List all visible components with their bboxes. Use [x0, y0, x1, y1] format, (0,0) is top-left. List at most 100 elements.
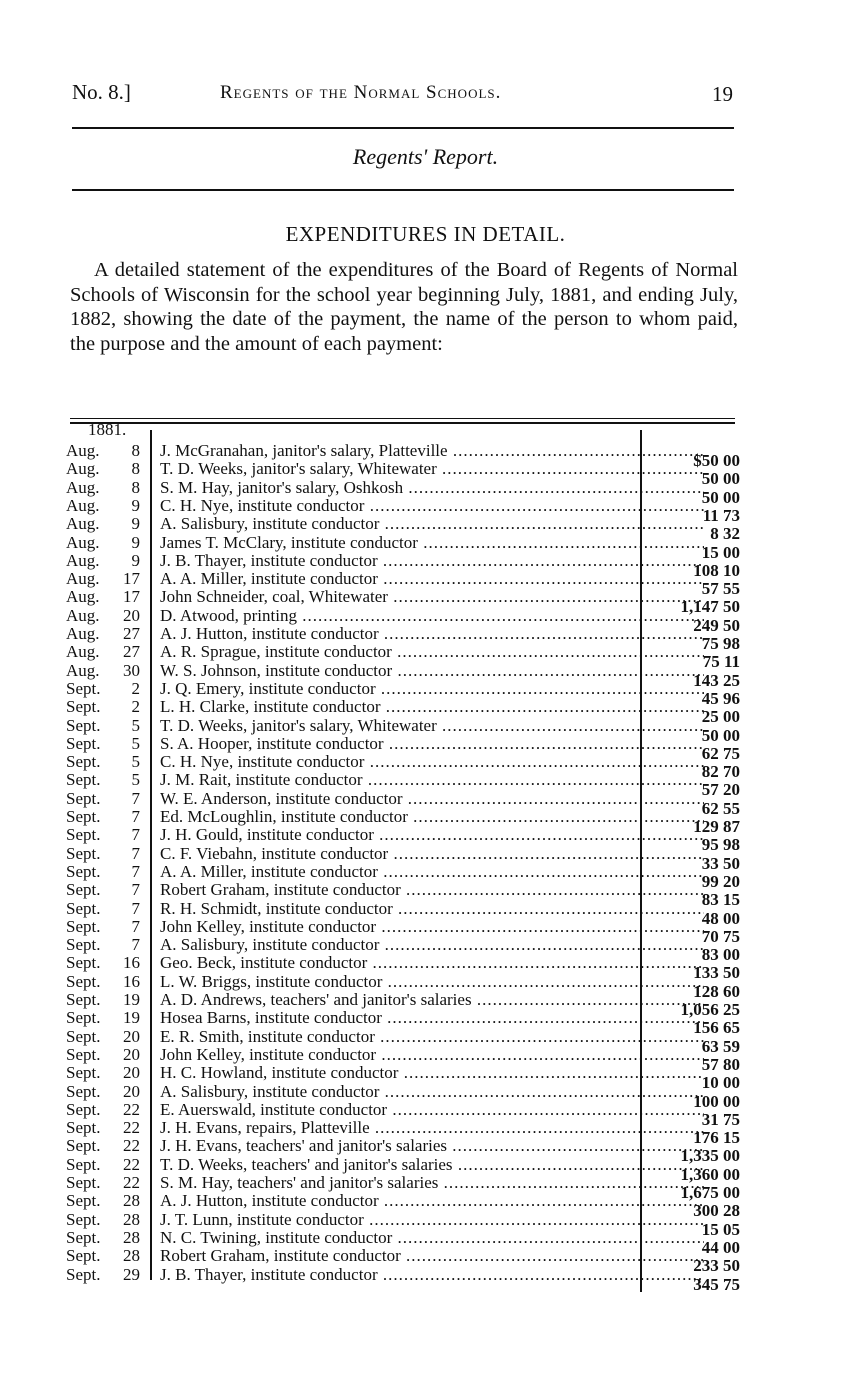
date-day: 9	[131, 550, 141, 570]
payment-amount: 82 70	[701, 762, 740, 782]
date-day: 28	[123, 1227, 140, 1247]
payment-amount: 100 00	[693, 1091, 740, 1111]
date-month: Sept.	[66, 843, 101, 863]
date-day: 16	[123, 953, 140, 973]
payment-description: A. Salisbury, institute conductor	[160, 1083, 704, 1101]
date-day: 28	[123, 1209, 140, 1229]
date-day: 7	[131, 861, 141, 881]
page-heading: EXPENDITURES IN DETAIL.	[285, 222, 566, 246]
date-day: 9	[131, 532, 141, 552]
date-day: 7	[131, 916, 141, 936]
payment-description: C. H. Nye, institute conductor	[160, 753, 704, 771]
payment-amount: $50 00	[693, 451, 740, 470]
payment-description: A. R. Sprague, institute conductor	[160, 643, 704, 661]
table-row: Sept. 22 E. Auerswald, institute conductor…	[66, 1100, 740, 1128]
date-day: 22	[123, 1173, 140, 1192]
payment-amount: 50 00	[701, 469, 740, 489]
payment-amount: 143 25	[693, 670, 740, 690]
date-day: 7	[131, 880, 141, 900]
payment-description: W. E. Anderson, institute conductor	[160, 790, 704, 808]
column-divider	[150, 430, 152, 1280]
date-month: Sept.	[66, 1246, 101, 1266]
payment-amount: 156 65	[693, 1018, 740, 1038]
payment-description: A. A. Miller, institute conductor	[160, 863, 704, 881]
payment-description: J. Q. Emery, institute conductor	[160, 680, 704, 698]
date-day: 22	[123, 1136, 140, 1156]
date-day: 9	[131, 495, 141, 515]
table-top-rule	[70, 422, 735, 424]
date-day: 30	[123, 660, 140, 680]
payment-amount: 95 98	[701, 835, 740, 855]
date-day: 17	[123, 569, 140, 589]
table-row: Sept. 7 Ed. McLoughlin, institute conducto…	[66, 807, 740, 836]
table-row: Sept. 7 C. F. Viebahn, institute conductor…	[66, 843, 740, 872]
payment-amount: 50 00	[701, 487, 740, 507]
date-month: Sept.	[66, 898, 101, 918]
table-row: Sept. 28 N. C. Twining, institute conducto…	[66, 1227, 740, 1256]
date-month: Aug.	[66, 459, 100, 479]
payment-amount: 249 50	[693, 615, 740, 635]
date-month: Aug.	[66, 624, 100, 643]
table-row: Sept. 22 J. H. Evans, repairs, Platteville…	[66, 1118, 740, 1147]
payment-amount: 63 59	[701, 1036, 740, 1056]
date-day: 5	[131, 752, 141, 772]
table-row: Sept. 5 C. H. Nye, institute conductor82 7…	[66, 752, 740, 781]
payment-description: S. A. Hooper, institute conductor	[160, 735, 704, 753]
table-row: Sept. 7 A. A. Miller, institute conductor9…	[66, 861, 740, 890]
page-number: 19	[712, 82, 733, 106]
payment-amount: 176 15	[693, 1128, 740, 1148]
date-month: Sept.	[66, 1154, 101, 1174]
payment-amount: 345 75	[693, 1274, 740, 1294]
payment-amount: 99 20	[701, 871, 740, 891]
date-month: Sept.	[66, 1264, 101, 1284]
date-month: Sept.	[66, 1209, 101, 1229]
payment-description: John Kelley, institute conductor	[160, 1046, 704, 1064]
table-row: Sept. 7 W. E. Anderson, institute conducto…	[66, 788, 740, 817]
date-day: 16	[123, 971, 140, 991]
date-day: 19	[123, 1008, 140, 1028]
payment-amount: 15 05	[701, 1219, 740, 1239]
payment-description: J. H. Evans, teachers' and janitor's sal…	[160, 1137, 704, 1155]
date-month: Sept.	[66, 861, 101, 881]
date-month: Aug.	[66, 642, 100, 662]
table-row: Sept. 20 A. Salisbury, institute conductor…	[66, 1081, 740, 1110]
date-month: Sept.	[66, 678, 101, 698]
payment-description: N. C. Twining, institute conductor	[160, 1229, 704, 1247]
payment-description: L. H. Clarke, institute conductor	[160, 698, 704, 716]
payment-description: J. M. Rait, institute conductor	[160, 771, 704, 789]
date-month: Aug.	[66, 477, 100, 497]
section-subtitle: Regents' Report.	[352, 144, 499, 169]
payment-amount: 44 00	[701, 1237, 740, 1257]
date-day: 22	[123, 1118, 140, 1138]
date-day: 27	[123, 642, 140, 662]
payment-description: A. Salisbury, institute conductor	[160, 515, 704, 533]
table-row: Sept. 29 J. B. Thayer, institute conductor…	[66, 1264, 740, 1293]
date-day: 8	[131, 441, 141, 460]
payment-amount: 57 55	[701, 579, 740, 599]
date-day: 5	[131, 715, 141, 735]
table-row: Sept. 22 J. H. Evans, teachers' and janito…	[66, 1136, 740, 1165]
date-month: Aug.	[66, 514, 100, 534]
date-day: 8	[131, 459, 141, 479]
table-row: Aug. 8 T. D. Weeks, janitor's salary, Whit…	[66, 459, 740, 488]
date-month: Sept.	[66, 1008, 101, 1028]
payment-amount: 8 32	[710, 524, 740, 544]
payment-description: J. B. Thayer, institute conductor	[160, 1266, 704, 1284]
payment-amount: 15 00	[701, 542, 740, 562]
payment-description: Geo. Beck, institute conductor	[160, 954, 704, 972]
table-row: Sept. 5 T. D. Weeks, janitor's salary, Whi…	[66, 715, 740, 744]
payment-amount: 10 00	[701, 1073, 740, 1093]
payment-amount: 11 73	[702, 505, 740, 525]
date-month: Sept.	[66, 807, 101, 826]
payment-description: John Schneider, coal, Whitewater	[160, 588, 704, 606]
date-day: 20	[123, 1081, 140, 1101]
table-row: Sept. 19 Hosea Barns, institute conductor1…	[66, 1008, 740, 1037]
payment-description: W. S. Johnson, institute conductor	[160, 662, 704, 680]
date-day: 2	[131, 678, 141, 698]
date-month: Sept.	[66, 788, 101, 808]
table-row: Sept. 20 John Kelley, institute conductor5…	[66, 1045, 740, 1073]
date-day: 9	[131, 514, 141, 534]
table-row: Sept. 5 J. M. Rait, institute conductor57 …	[66, 771, 740, 799]
payment-description: A. J. Hutton, institute conductor	[160, 1192, 704, 1210]
